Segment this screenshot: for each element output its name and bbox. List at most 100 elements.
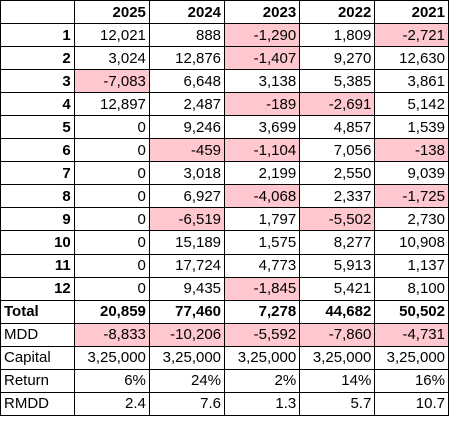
value-cell: 3,861 <box>374 69 449 94</box>
value-cell: 1,809 <box>299 23 376 48</box>
value-cell: 5,421 <box>299 276 376 301</box>
table-row: 11 0 17,724 4,773 5,913 1,137 <box>0 253 449 278</box>
summary-value-cell: 3,25,000 <box>299 345 376 370</box>
table-row: 9 0 -6,519 1,797 -5,502 2,730 <box>0 207 449 232</box>
table-row: 6 0 -459 -1,104 7,056 -138 <box>0 138 449 163</box>
table-row: 1 12,021 888 -1,290 1,809 -2,721 <box>0 23 449 48</box>
value-cell: 0 <box>73 230 150 255</box>
value-cell: 5,142 <box>374 92 449 117</box>
value-cell: 5,913 <box>299 253 376 278</box>
value-cell: 2,730 <box>374 207 449 232</box>
summary-value-cell: 3,25,000 <box>73 345 150 370</box>
value-cell: -138 <box>374 138 449 163</box>
value-cell: 9,039 <box>374 161 449 186</box>
summary-label-cell: RMDD <box>0 391 75 416</box>
value-cell: -1,290 <box>224 23 301 48</box>
summary-row: Return 6% 24% 2% 14% 16% <box>0 368 449 393</box>
table-row: 7 0 3,018 2,199 2,550 9,039 <box>0 161 449 186</box>
summary-value-cell: 77,460 <box>148 299 226 324</box>
summary-value-cell: 1.3 <box>224 391 301 416</box>
value-cell: -1,407 <box>224 46 301 71</box>
table-row: 12 0 9,435 -1,845 5,421 8,100 <box>0 276 449 301</box>
value-cell: 0 <box>73 184 150 209</box>
value-cell: 6,927 <box>148 184 226 209</box>
value-cell: 0 <box>73 138 150 163</box>
returns-table-body: 2025 2024 2023 2022 2021 1 12,021 888 -1,290 1,80… <box>0 0 449 416</box>
summary-value-cell: 7,278 <box>224 299 301 324</box>
year-header-cell: 2025 <box>73 0 150 25</box>
value-cell: 888 <box>148 23 226 48</box>
table-row: 10 0 15,189 1,575 8,277 10,908 <box>0 230 449 255</box>
month-label-cell: 6 <box>0 138 75 163</box>
value-cell: 15,189 <box>148 230 226 255</box>
summary-value-cell: 6% <box>73 368 150 393</box>
value-cell: 0 <box>73 115 150 140</box>
summary-value-cell: 7.6 <box>148 391 226 416</box>
value-cell: 2,337 <box>299 184 376 209</box>
summary-value-cell: 24% <box>148 368 226 393</box>
year-header-cell: 2024 <box>148 0 226 25</box>
value-cell: 0 <box>73 253 150 278</box>
summary-row: Capital 3,25,000 3,25,000 3,25,000 3,25,000 3… <box>0 345 449 370</box>
value-cell: 5,385 <box>299 69 376 94</box>
value-cell: 1,137 <box>374 253 449 278</box>
summary-value-cell: -7,860 <box>299 322 376 347</box>
value-cell: 8,277 <box>299 230 376 255</box>
value-cell: -1,104 <box>224 138 301 163</box>
month-label-cell: 1 <box>0 23 75 48</box>
value-cell: 6,648 <box>148 69 226 94</box>
value-cell: -7,083 <box>73 69 150 94</box>
table-row: 3 -7,083 6,648 3,138 5,385 3,861 <box>0 69 449 94</box>
summary-value-cell: -4,731 <box>374 322 449 347</box>
summary-value-cell: -5,592 <box>224 322 301 347</box>
value-cell: 9,270 <box>299 46 376 71</box>
summary-value-cell: -8,833 <box>73 322 150 347</box>
summary-value-cell: 2.4 <box>73 391 150 416</box>
value-cell: -2,691 <box>299 92 376 117</box>
value-cell: -2,721 <box>374 23 449 48</box>
value-cell: 0 <box>73 207 150 232</box>
value-cell: 1,539 <box>374 115 449 140</box>
value-cell: 1,797 <box>224 207 301 232</box>
summary-value-cell: 14% <box>299 368 376 393</box>
value-cell: 2,199 <box>224 161 301 186</box>
value-cell: 0 <box>73 276 150 301</box>
month-label-cell: 9 <box>0 207 75 232</box>
summary-value-cell: 2% <box>224 368 301 393</box>
value-cell: 17,724 <box>148 253 226 278</box>
summary-value-cell: 50,502 <box>374 299 449 324</box>
month-label-cell: 5 <box>0 115 75 140</box>
value-cell: 4,857 <box>299 115 376 140</box>
value-cell: 3,138 <box>224 69 301 94</box>
header-row: 2025 2024 2023 2022 2021 <box>0 0 449 25</box>
value-cell: -4,068 <box>224 184 301 209</box>
value-cell: 0 <box>73 161 150 186</box>
value-cell: -1,725 <box>374 184 449 209</box>
month-label-cell: 4 <box>0 92 75 117</box>
month-label-cell: 3 <box>0 69 75 94</box>
value-cell: 1,575 <box>224 230 301 255</box>
value-cell: 9,246 <box>148 115 226 140</box>
month-label-cell: 12 <box>0 276 75 301</box>
year-header-cell: 2022 <box>299 0 376 25</box>
value-cell: 12,630 <box>374 46 449 71</box>
value-cell: 4,773 <box>224 253 301 278</box>
month-label-cell: 2 <box>0 46 75 71</box>
summary-value-cell: 3,25,000 <box>224 345 301 370</box>
month-label-cell: 8 <box>0 184 75 209</box>
summary-value-cell: 20,859 <box>73 299 150 324</box>
value-cell: 2,550 <box>299 161 376 186</box>
month-label-cell: 10 <box>0 230 75 255</box>
corner-cell <box>0 0 75 25</box>
summary-value-cell: 16% <box>374 368 449 393</box>
table-row: 2 3,024 12,876 -1,407 9,270 12,630 <box>0 46 449 71</box>
value-cell: -1,845 <box>224 276 301 301</box>
value-cell: 12,021 <box>73 23 150 48</box>
summary-row: Total 20,859 77,460 7,278 44,682 50,502 <box>0 299 449 324</box>
year-header-cell: 2021 <box>374 0 449 25</box>
value-cell: 12,897 <box>73 92 150 117</box>
value-cell: -6,519 <box>148 207 226 232</box>
summary-label-cell: Return <box>0 368 75 393</box>
value-cell: 10,908 <box>374 230 449 255</box>
value-cell: -5,502 <box>299 207 376 232</box>
